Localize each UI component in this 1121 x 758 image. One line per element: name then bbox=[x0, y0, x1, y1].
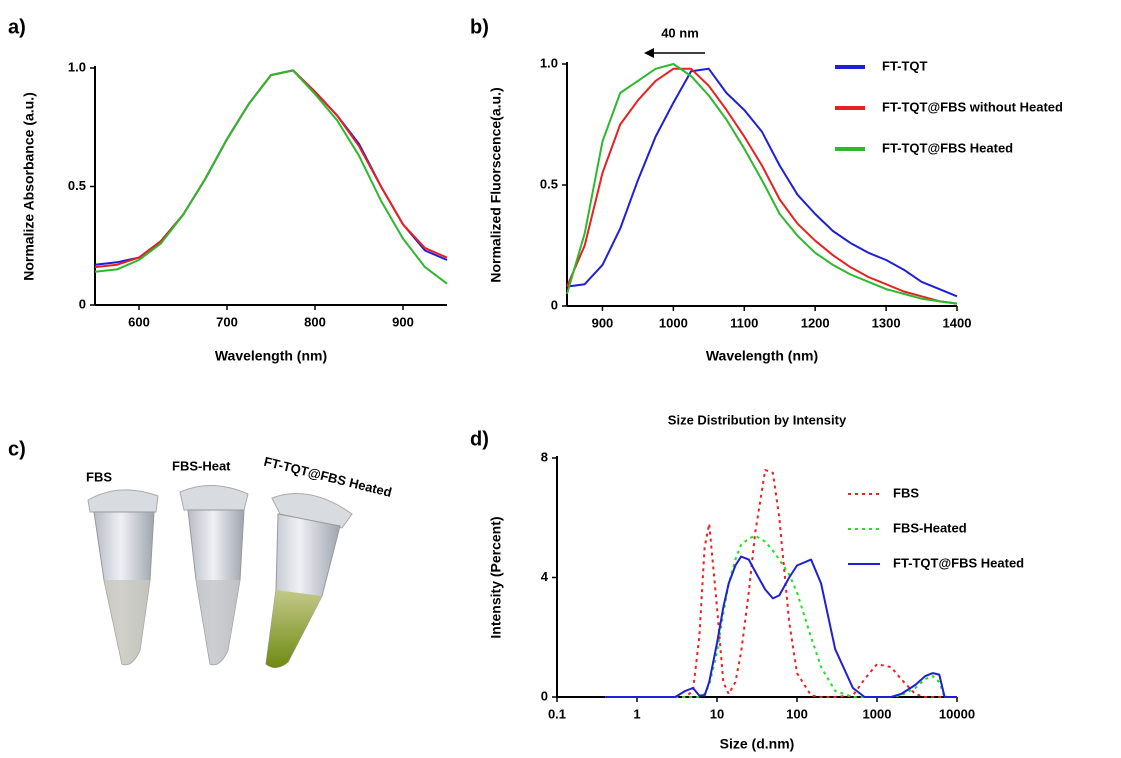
x-tick-label: 0.1 bbox=[548, 706, 566, 721]
annotation-arrowhead bbox=[644, 48, 654, 58]
series-line bbox=[605, 534, 957, 698]
y-tick-label: 0.5 bbox=[68, 178, 86, 193]
y-axis-title: Normalize Absorbance (a.u.) bbox=[21, 92, 37, 281]
x-axis-title: Wavelength (nm) bbox=[706, 348, 818, 364]
x-tick-label: 1200 bbox=[801, 315, 830, 330]
tube-label: FBS-Heat bbox=[172, 458, 231, 473]
x-tick-label: 1000 bbox=[863, 706, 892, 721]
x-tick-label: 10000 bbox=[939, 706, 975, 721]
series-line bbox=[94, 69, 448, 285]
tube bbox=[265, 493, 353, 668]
y-tick-label: 1.0 bbox=[540, 55, 558, 70]
x-tick-label: 800 bbox=[304, 314, 326, 329]
y-tick-label: 1.0 bbox=[68, 59, 86, 74]
y-tick-label: 4 bbox=[541, 569, 549, 584]
y-axis-title: Intensity (Percent) bbox=[488, 516, 504, 638]
y-axis-title: Normalized Fluorscence(a.u.) bbox=[488, 87, 504, 282]
panel-label: c) bbox=[8, 438, 26, 460]
x-tick-label: 100 bbox=[786, 706, 808, 721]
series-line bbox=[605, 469, 957, 698]
y-tick-label: 8 bbox=[541, 449, 548, 464]
x-axis-title: Size (d.nm) bbox=[720, 736, 795, 752]
x-tick-label: 900 bbox=[392, 314, 414, 329]
series-line bbox=[605, 555, 957, 698]
x-tick-label: 900 bbox=[592, 315, 614, 330]
x-tick-label: 1100 bbox=[730, 315, 758, 330]
tube-label: FT-TQT@FBS Heated bbox=[262, 454, 393, 500]
y-tick-label: 0 bbox=[79, 296, 86, 311]
y-tick-label: 0 bbox=[541, 688, 548, 703]
legend-label: FT-TQT@FBS Heated bbox=[893, 555, 1024, 570]
legend-label: FBS bbox=[893, 485, 919, 500]
x-tick-label: 600 bbox=[128, 314, 150, 329]
x-tick-label: 1 bbox=[633, 706, 640, 721]
panel-label: a) bbox=[8, 16, 26, 38]
annotation: 40 nm bbox=[661, 25, 699, 40]
series-line bbox=[566, 67, 958, 305]
legend-label: FT-TQT@FBS Heated bbox=[882, 140, 1013, 155]
legend-label: FBS-Heated bbox=[893, 520, 967, 535]
series-line bbox=[94, 69, 448, 266]
series-line bbox=[566, 67, 958, 298]
x-tick-label: 1400 bbox=[943, 315, 972, 330]
x-axis-title: Wavelength (nm) bbox=[215, 348, 327, 364]
x-tick-label: 10 bbox=[710, 706, 724, 721]
x-tick-label: 1000 bbox=[659, 315, 688, 330]
legend-label: FT-TQT@FBS without Heated bbox=[882, 99, 1063, 114]
x-tick-label: 1300 bbox=[872, 315, 901, 330]
panel-label: d) bbox=[470, 428, 489, 450]
y-tick-label: 0 bbox=[551, 297, 558, 312]
legend-label: FT-TQT bbox=[882, 58, 928, 73]
tube bbox=[87, 489, 159, 666]
x-tick-label: 700 bbox=[216, 314, 238, 329]
series-line bbox=[94, 69, 448, 269]
chart-title: Size Distribution by Intensity bbox=[668, 412, 847, 427]
y-tick-label: 0.5 bbox=[540, 176, 558, 191]
series-line bbox=[566, 63, 958, 305]
panel-label: b) bbox=[470, 16, 489, 38]
tube bbox=[179, 484, 249, 666]
tube-label: FBS bbox=[86, 469, 112, 484]
